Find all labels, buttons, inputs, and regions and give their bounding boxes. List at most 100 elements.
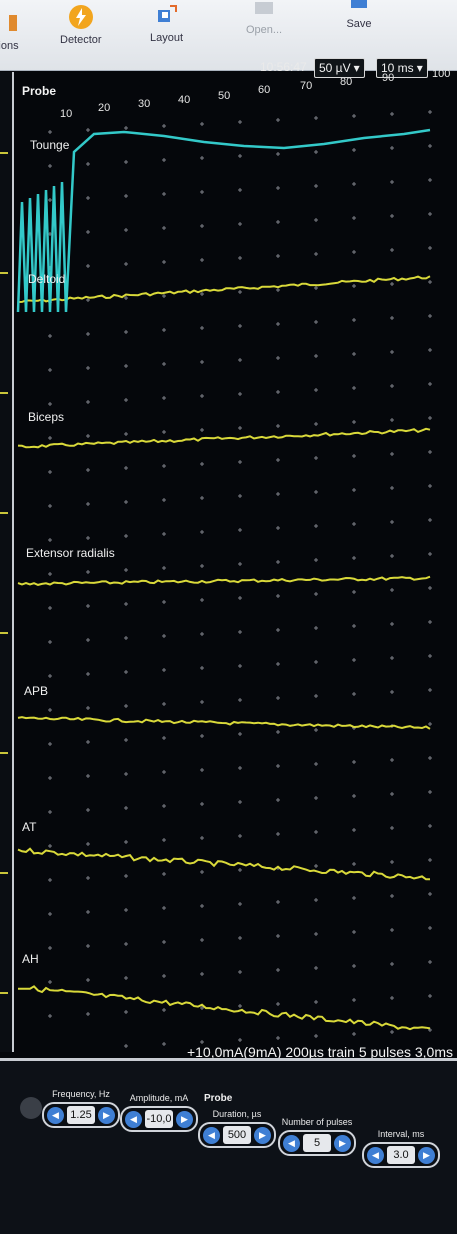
pulses-label: Number of pulses (281, 1117, 353, 1127)
strip-marker (0, 872, 8, 874)
grid-mark (390, 214, 394, 218)
grid-mark (238, 596, 242, 600)
grid-mark (162, 158, 166, 162)
amplitude-label: Amplitude, mA (129, 1093, 189, 1103)
grid-mark (124, 908, 128, 912)
grid-mark (124, 296, 128, 300)
grid-mark (86, 366, 90, 370)
save-button[interactable]: Save (346, 0, 372, 30)
grid-mark (86, 808, 90, 812)
grid-mark (124, 772, 128, 776)
duration-label: Duration, µs (212, 1109, 262, 1119)
grid-mark (124, 500, 128, 504)
pulses-value[interactable]: 5 (303, 1134, 331, 1152)
grid-mark (428, 246, 432, 250)
grid-mark (200, 972, 204, 976)
grid-mark (124, 1044, 128, 1048)
decrement-button[interactable]: ◀ (283, 1134, 300, 1152)
increment-button[interactable]: ▶ (418, 1146, 435, 1164)
grid-mark (238, 868, 242, 872)
grid-mark (276, 662, 280, 666)
interval-control: Interval, ms ◀ 3.0 ▶ (362, 1129, 440, 1168)
grid-mark (352, 420, 356, 424)
increment-button[interactable]: ▶ (334, 1134, 351, 1152)
grid-mark (200, 360, 204, 364)
amplitude-value[interactable]: -10,0 (145, 1110, 173, 1128)
increment-button[interactable]: ▶ (176, 1110, 193, 1128)
grid-mark (162, 226, 166, 230)
grid-mark (390, 588, 394, 592)
grid-mark (314, 728, 318, 732)
grid-mark (238, 800, 242, 804)
grid-mark (314, 1000, 318, 1004)
options-button[interactable]: tions (0, 10, 20, 52)
grid-mark (314, 150, 318, 154)
sweep-value: 10 ms (381, 61, 414, 75)
open-button[interactable]: Open... (246, 0, 282, 36)
grid-mark (124, 398, 128, 402)
grid-mark (314, 694, 318, 698)
grid-mark (200, 258, 204, 262)
frequency-value[interactable]: 1.25 (67, 1106, 95, 1124)
grid-mark (352, 964, 356, 968)
axis-tick: 20 (98, 102, 111, 114)
grid-mark (124, 704, 128, 708)
grid-mark (162, 498, 166, 502)
grid-mark (124, 568, 128, 572)
decrement-button[interactable]: ◀ (203, 1126, 220, 1144)
sweep-select[interactable]: 10 ms ▾ (376, 58, 428, 78)
grid-mark (428, 280, 432, 284)
increment-button[interactable]: ▶ (254, 1126, 271, 1144)
grid-mark (352, 658, 356, 662)
channel-label-biceps: Biceps (28, 410, 65, 424)
axis-tick: 60 (258, 84, 271, 96)
layout-icon (154, 2, 180, 28)
grid-mark (428, 620, 432, 624)
grid-mark (428, 926, 432, 930)
strip-marker (0, 752, 8, 754)
grid-mark (238, 528, 242, 532)
layout-button[interactable]: Layout (150, 2, 183, 44)
trace-header: Probe 10:56:47 50 µV ▾ 10 ms ▾ 10 20 30 … (14, 58, 457, 120)
interval-value[interactable]: 3.0 (387, 1146, 415, 1164)
grid-mark (162, 804, 166, 808)
grid-mark (276, 900, 280, 904)
grid-mark (86, 196, 90, 200)
decrement-button[interactable]: ◀ (47, 1106, 64, 1124)
grid-mark (276, 560, 280, 564)
grid-mark (428, 722, 432, 726)
duration-value[interactable]: 500 (223, 1126, 251, 1144)
grid-mark (314, 320, 318, 324)
grid-mark (352, 352, 356, 356)
grid-mark (162, 702, 166, 706)
grid-mark (238, 1038, 242, 1042)
options-icon (0, 10, 20, 36)
grid-mark (124, 840, 128, 844)
grid-mark (314, 286, 318, 290)
grid-mark (238, 664, 242, 668)
grid-mark (48, 164, 52, 168)
grid-mark (238, 936, 242, 940)
grid-mark (314, 660, 318, 664)
decrement-button[interactable]: ◀ (125, 1110, 142, 1128)
grid-mark (162, 566, 166, 570)
axis-tick: 70 (300, 80, 313, 92)
grid-mark (200, 802, 204, 806)
options-label: tions (0, 40, 19, 52)
chevron-down-icon: ▾ (353, 61, 360, 75)
sensitivity-select[interactable]: 50 µV ▾ (314, 58, 365, 78)
axis-tick: 10 (60, 108, 73, 120)
increment-button[interactable]: ▶ (98, 1106, 115, 1124)
detector-button[interactable]: Detector (60, 4, 102, 46)
amplitude-control: Amplitude, mA ◀ -10,0 ▶ (120, 1093, 198, 1132)
grid-mark (390, 248, 394, 252)
grid-mark (86, 128, 90, 132)
grid-mark (276, 288, 280, 292)
grid-mark (428, 382, 432, 386)
channel-label-extensor-radialis: Extensor radialis (26, 546, 115, 560)
grid-mark (238, 222, 242, 226)
decrement-button[interactable]: ◀ (367, 1146, 384, 1164)
grid-mark (390, 486, 394, 490)
grid-mark (352, 182, 356, 186)
grid-mark (200, 938, 204, 942)
